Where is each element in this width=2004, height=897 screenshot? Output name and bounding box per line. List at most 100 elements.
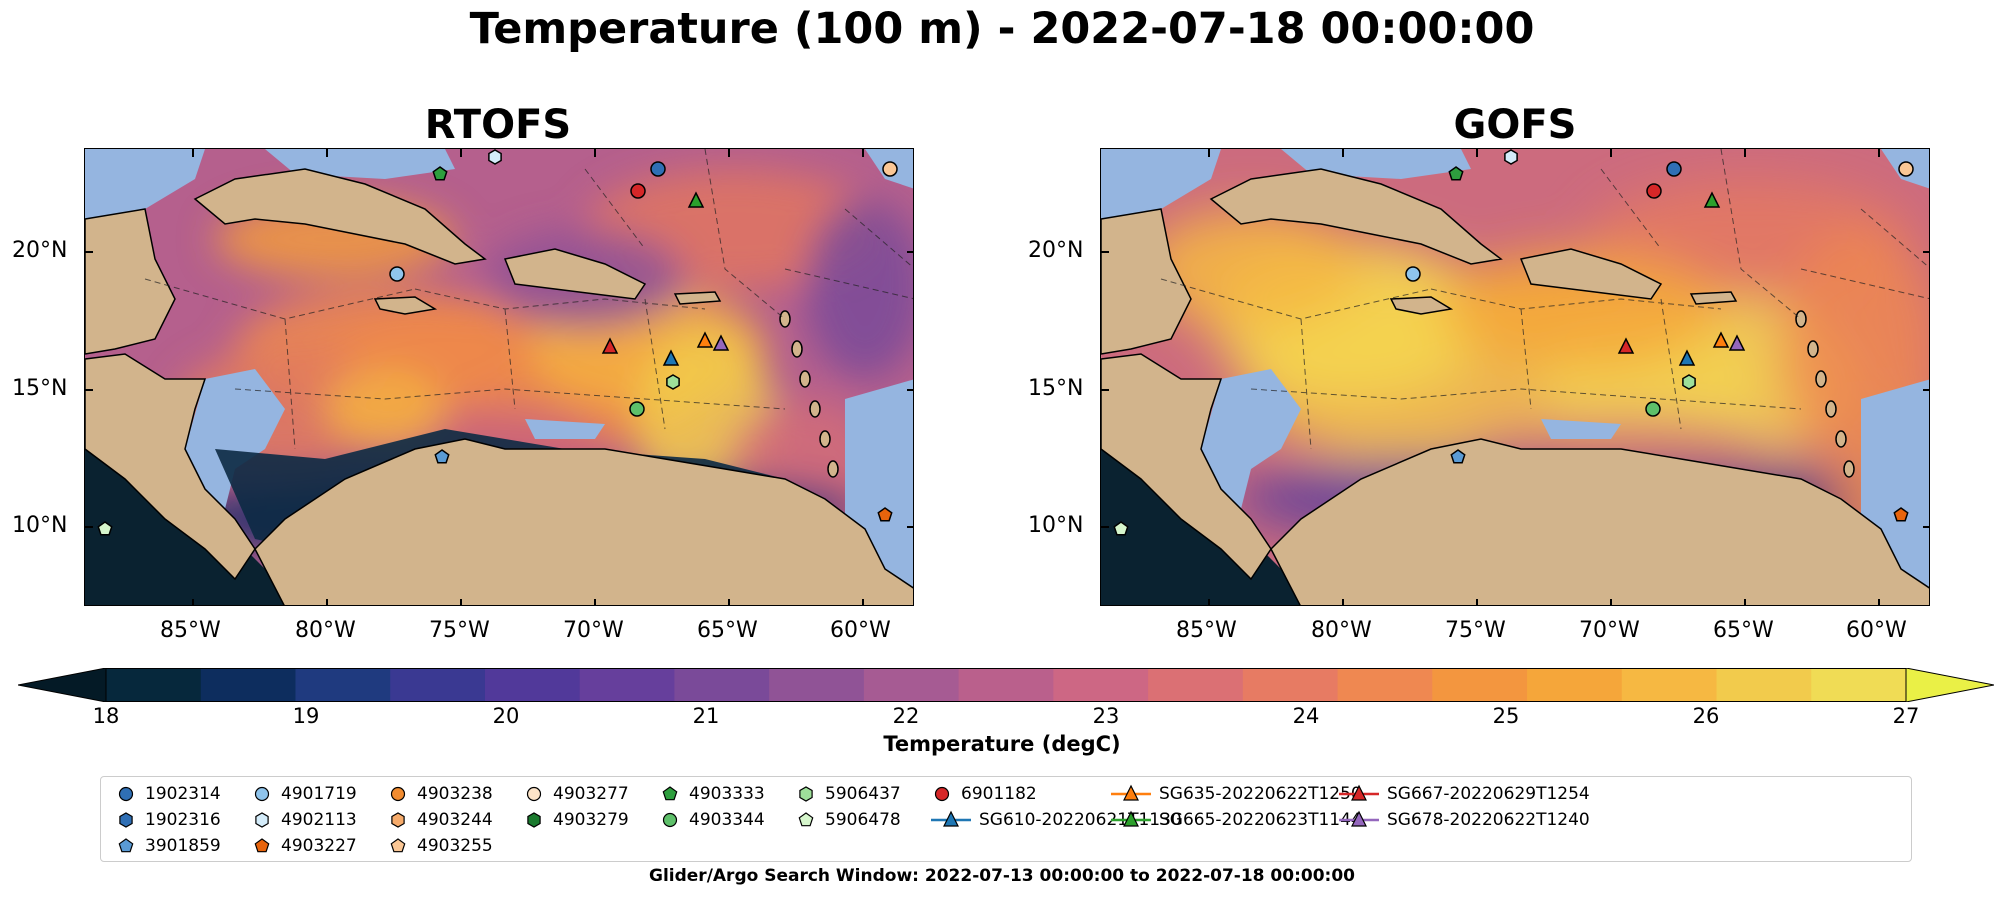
float-4903333[interactable] — [1448, 166, 1464, 181]
glider-sg635[interactable] — [696, 331, 714, 348]
hispaniola — [503, 248, 647, 300]
pentagon-marker-icon — [662, 786, 678, 801]
pentagon-marker-icon — [798, 812, 814, 827]
float-1902314[interactable] — [650, 161, 666, 177]
float-4902113[interactable] — [1504, 149, 1518, 165]
float-4903344[interactable] — [1645, 401, 1661, 417]
lat-tick-20n-right: 20°N — [1028, 238, 1084, 263]
float-5906437[interactable] — [1682, 374, 1696, 390]
central-america — [1101, 353, 1272, 581]
lon-tick-70w-left: 70°W — [563, 618, 624, 643]
land — [85, 168, 913, 605]
colorbar-segment — [200, 668, 297, 702]
legend-item: 1902316 — [115, 809, 221, 831]
glider-sg678[interactable] — [1728, 334, 1746, 351]
pentagon-marker-icon — [390, 838, 406, 853]
float-4902113[interactable] — [488, 149, 502, 165]
float-4903333[interactable] — [432, 166, 448, 181]
colorbar-segment — [1527, 668, 1623, 702]
float-4901719[interactable] — [389, 266, 405, 282]
glider-sg610[interactable] — [1678, 349, 1696, 366]
float-1902314[interactable] — [1666, 161, 1682, 177]
legend-item: 4901719 — [251, 783, 357, 805]
glider-sg610[interactable] — [662, 349, 680, 366]
hispaniola — [1519, 248, 1663, 300]
float-3901859[interactable] — [1450, 449, 1466, 464]
legend-label: 4903244 — [417, 810, 493, 830]
legend-label: SG635-20220622T1250 — [1159, 784, 1362, 804]
gofs-map[interactable] — [1100, 148, 1930, 606]
legend-item: 4903279 — [523, 809, 629, 831]
colorbar-segment — [106, 668, 202, 702]
frame-ticks — [85, 149, 913, 605]
colorbar-segment — [1242, 668, 1339, 702]
glider-sg635[interactable] — [1712, 331, 1730, 348]
legend-item: SG678-20220622T1240 — [1339, 809, 1590, 831]
colorbar-tick: 19 — [292, 704, 320, 728]
colorbar-tick: 24 — [1292, 704, 1320, 728]
legend-label: 4903227 — [281, 836, 357, 856]
triangle-marker-icon — [1111, 784, 1151, 801]
legend-item: 4903333 — [659, 783, 765, 805]
lon-tick-80w-left: 80°W — [295, 618, 356, 643]
hexagon-marker-icon — [391, 812, 405, 828]
legend-label: SG665-20220623T1144 — [1159, 810, 1362, 830]
colorbar-tick: 27 — [1892, 704, 1920, 728]
glider-sg665[interactable] — [1703, 191, 1721, 208]
rtofs-map[interactable] — [84, 148, 914, 606]
legend-item: 4903255 — [387, 835, 493, 857]
float-5906478[interactable] — [97, 521, 113, 536]
float-4903227[interactable] — [877, 507, 893, 522]
float-4903255[interactable] — [1898, 161, 1914, 177]
legend-item: 4903344 — [659, 809, 765, 831]
colorbar-segment — [863, 668, 960, 702]
circle-marker-icon — [526, 786, 542, 802]
legend-label: 4903238 — [417, 784, 493, 804]
float-5906478[interactable] — [1113, 521, 1129, 536]
puerto-rico — [1689, 291, 1738, 305]
lon-tick-75w-left: 75°W — [429, 618, 490, 643]
pentagon-marker-icon — [118, 838, 134, 853]
cuba — [1209, 168, 1503, 265]
legend-label: 1902316 — [145, 810, 221, 830]
float-4903227[interactable] — [1893, 507, 1909, 522]
lat-tick-10n-left: 10°N — [12, 513, 68, 538]
float-4903255[interactable] — [882, 161, 898, 177]
legend-label: 4903277 — [553, 784, 629, 804]
float-6901182[interactable] — [630, 183, 646, 199]
south-america — [254, 438, 913, 605]
float-3901859[interactable] — [434, 449, 450, 464]
legend-label: 3901859 — [145, 836, 221, 856]
colorbar-segment — [958, 668, 1054, 702]
colorbar-segment — [1621, 668, 1718, 702]
hexagon-marker-icon — [799, 786, 813, 802]
colorbar-label: Temperature (degC) — [883, 732, 1121, 756]
colorbar-segment — [484, 668, 581, 702]
colorbar-segment — [1432, 668, 1528, 702]
glider-sg678[interactable] — [712, 334, 730, 351]
figure-title: Temperature (100 m) - 2022-07-18 00:00:0… — [469, 4, 1535, 54]
hexagon-marker-icon — [527, 812, 541, 828]
glider-sg665[interactable] — [687, 191, 705, 208]
float-4903344[interactable] — [629, 401, 645, 417]
circle-marker-icon — [390, 786, 406, 802]
glider-sg667[interactable] — [1617, 337, 1635, 354]
colorbar-tick: 23 — [1092, 704, 1120, 728]
legend-item: 4903227 — [251, 835, 357, 857]
yucatan — [1101, 208, 1192, 355]
hexagon-marker-icon — [255, 812, 269, 828]
legend-label: 4903344 — [689, 810, 765, 830]
float-4901719[interactable] — [1405, 266, 1421, 282]
legend-label: 5906437 — [825, 784, 901, 804]
pentagon-marker-icon — [254, 838, 270, 853]
glider-sg667[interactable] — [601, 337, 619, 354]
legend-item: 5906437 — [795, 783, 901, 805]
central-america — [85, 353, 256, 581]
legend-item: 3901859 — [115, 835, 221, 857]
colorbar-frame — [105, 668, 1907, 702]
circle-marker-icon — [934, 786, 950, 802]
jamaica — [373, 296, 438, 315]
float-5906437[interactable] — [666, 374, 680, 390]
float-6901182[interactable] — [1646, 183, 1662, 199]
observation-markers — [1113, 149, 1914, 536]
